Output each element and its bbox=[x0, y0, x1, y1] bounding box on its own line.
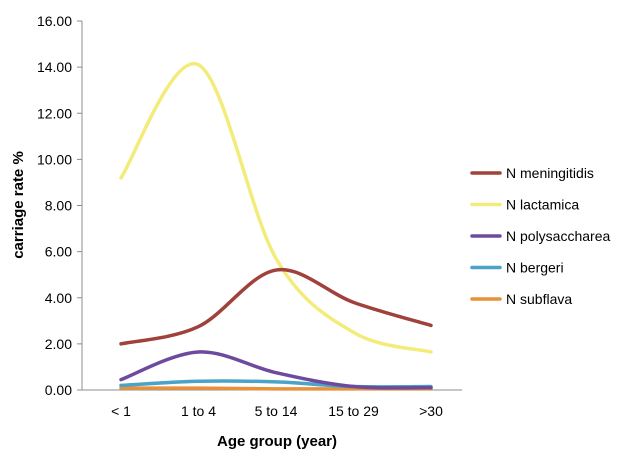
y-axis: 0.00 2.00 4.00 6.00 8.00 10.00 12.00 14.00 16.00 bbox=[37, 13, 83, 398]
y-tick-label: 16.00 bbox=[37, 13, 72, 29]
series-line-n-lactamica bbox=[119, 62, 433, 354]
legend-label: N subflava bbox=[506, 291, 572, 307]
y-axis-title: carriage rate % bbox=[10, 151, 27, 259]
series-line-n-meningitidis bbox=[119, 268, 433, 346]
y-tick-label: 6.00 bbox=[45, 244, 72, 260]
series-lines bbox=[119, 62, 433, 391]
x-tick-label: 15 to 29 bbox=[328, 403, 379, 419]
legend: N meningitidis N lactamica N polysaccharea… bbox=[470, 165, 610, 307]
legend-label: N polysaccharea bbox=[506, 228, 610, 244]
y-tick-label: 0.00 bbox=[45, 382, 72, 398]
y-tick-label: 4.00 bbox=[45, 290, 72, 306]
y-tick-label: 8.00 bbox=[45, 198, 72, 214]
series-line-n-bergeri bbox=[119, 379, 433, 389]
x-tick-label: >30 bbox=[419, 403, 443, 419]
x-tick-label: < 1 bbox=[111, 403, 131, 419]
x-axis: < 1 1 to 4 5 to 14 15 to 29 >30 bbox=[82, 389, 462, 419]
y-tick-label: 12.00 bbox=[37, 105, 72, 121]
x-tick-label: 5 to 14 bbox=[255, 403, 298, 419]
legend-label: N meningitidis bbox=[506, 165, 594, 181]
legend-label: N lactamica bbox=[506, 197, 579, 213]
x-axis-title: Age group (year) bbox=[217, 433, 337, 450]
y-tick-label: 14.00 bbox=[37, 59, 72, 75]
x-tick-label: 1 to 4 bbox=[181, 403, 216, 419]
series-line-n-polysaccharea bbox=[119, 350, 433, 390]
y-tick-label: 2.00 bbox=[45, 336, 72, 352]
legend-label: N bergeri bbox=[506, 260, 564, 276]
y-tick-label: 10.00 bbox=[37, 151, 72, 167]
